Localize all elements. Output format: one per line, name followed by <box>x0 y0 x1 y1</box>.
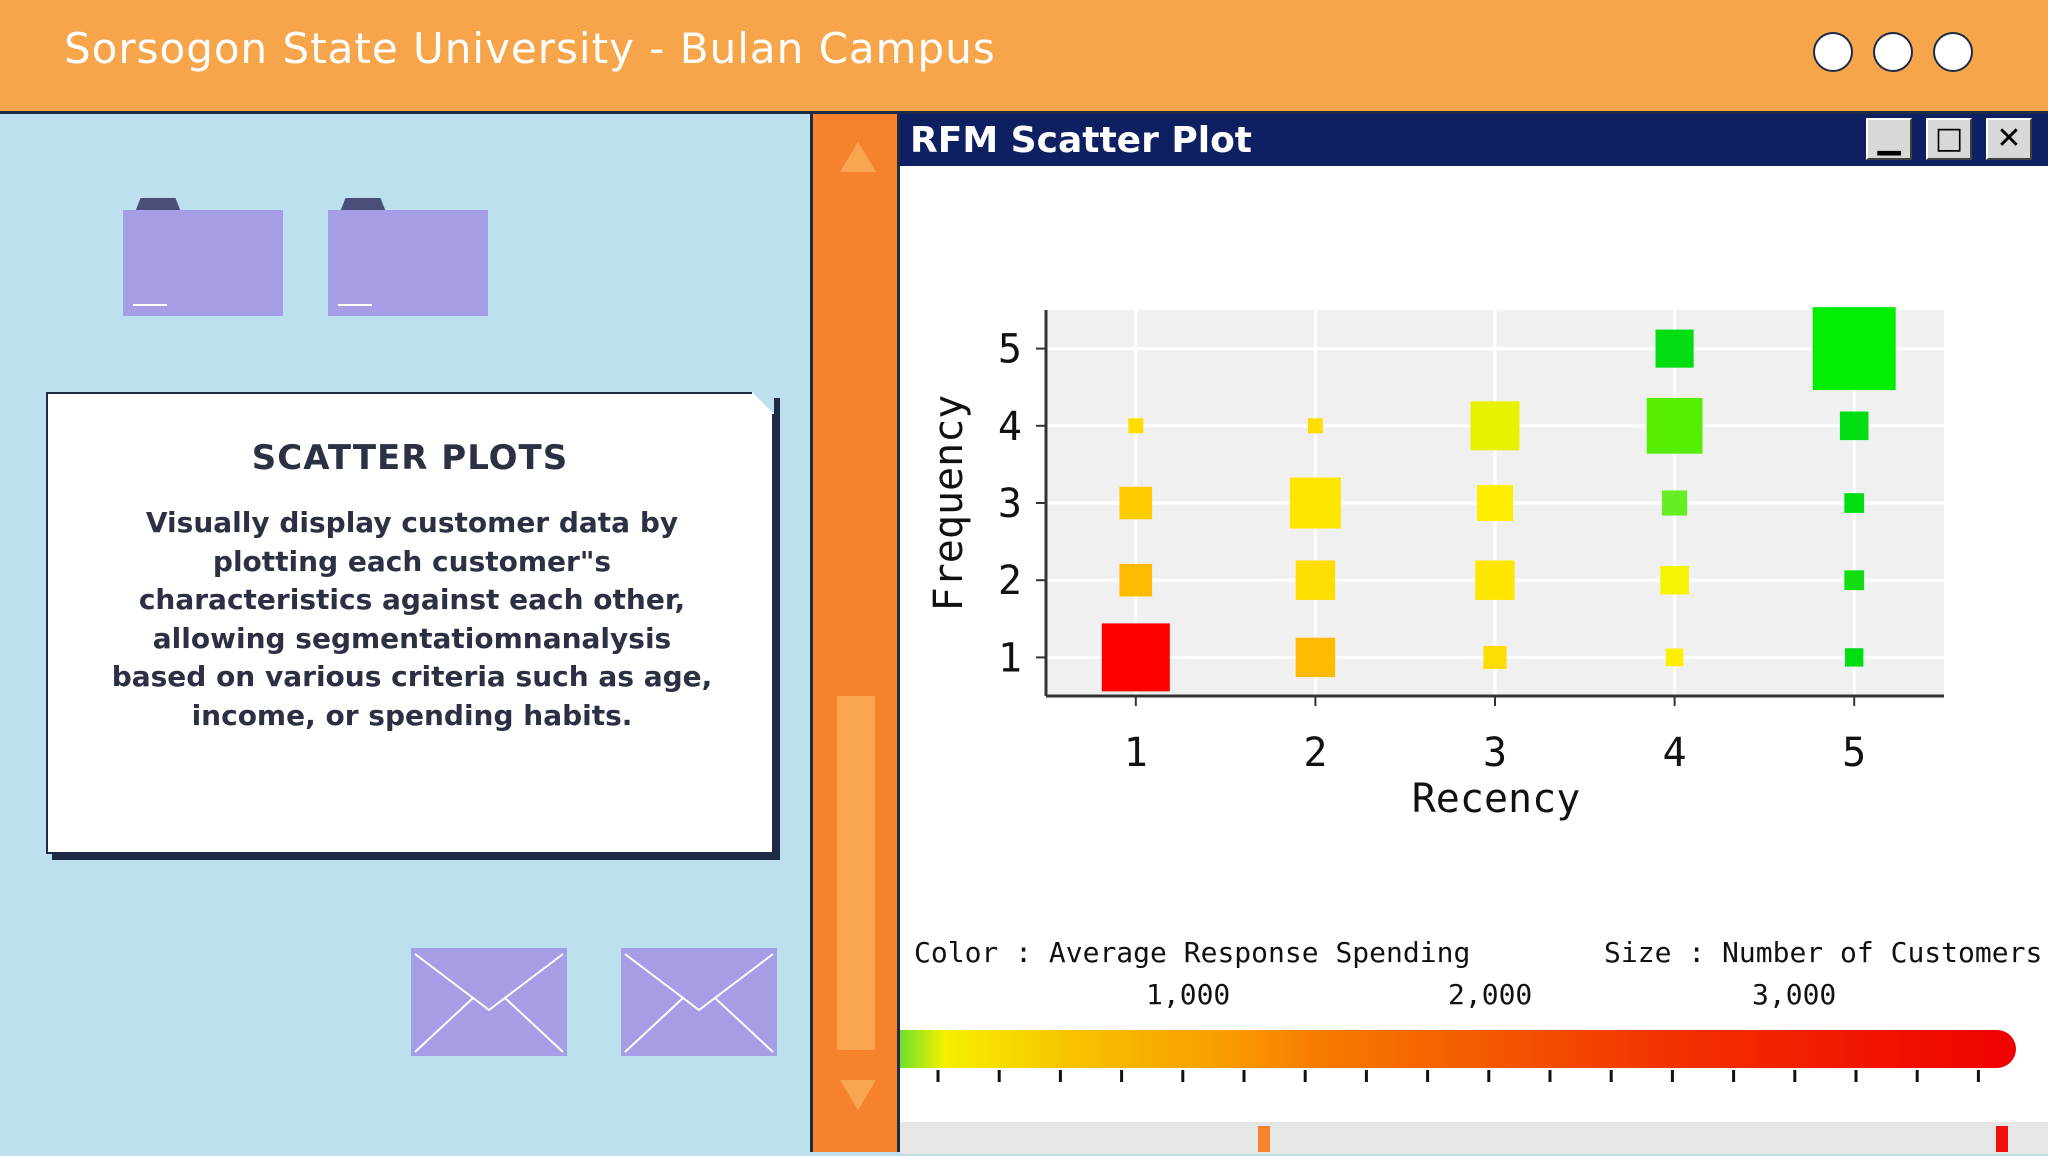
y-axis-label: Frequency <box>926 395 972 612</box>
scroll-down-arrow-icon[interactable] <box>840 1080 876 1110</box>
x-tick-label: 2 <box>1303 730 1327 776</box>
envelope-lines <box>624 953 774 1053</box>
window-title-bar[interactable]: RFM Scatter Plot ▁ □ ✕ <box>900 114 2048 166</box>
data-point <box>1128 418 1144 434</box>
header-bar: Sorsogon State University - Bulan Campus <box>0 0 2048 114</box>
card-body-text: Visually display customer data by plotti… <box>111 506 713 732</box>
data-point <box>1475 560 1515 600</box>
color-label: Color <box>914 936 999 969</box>
scroll-up-arrow-icon[interactable] <box>840 142 876 172</box>
data-points <box>1101 307 1896 692</box>
color-separator: : <box>1015 936 1033 969</box>
color-gradient-bar <box>900 1030 2016 1068</box>
app-title: Sorsogon State University - Bulan Campus <box>64 24 996 73</box>
folder-body <box>328 210 488 316</box>
data-point <box>1101 623 1170 692</box>
window-circle-button-2[interactable] <box>1873 32 1913 72</box>
scrollbar-thumb[interactable] <box>837 696 875 1050</box>
scatter-chart: 1 2 3 4 5 1 2 3 4 5 Recency Frequency <box>926 307 1944 822</box>
range-slider-handle-left[interactable] <box>1258 1126 1270 1152</box>
envelope-icon[interactable] <box>411 948 567 1056</box>
data-point <box>1662 490 1688 516</box>
minor-ticks <box>936 1070 1980 1082</box>
data-point <box>1812 307 1896 391</box>
data-point <box>1295 637 1336 678</box>
size-legend-label: Size : Number of Customers <box>1604 936 2042 969</box>
close-button[interactable]: ✕ <box>1986 118 2032 160</box>
folder-label-line <box>338 304 372 306</box>
scale-minor-ticks <box>900 1070 2048 1096</box>
card-folded-corner <box>752 392 774 414</box>
data-point <box>1844 493 1865 513</box>
data-point <box>1665 648 1684 667</box>
envelope-lines <box>414 953 564 1053</box>
data-point <box>1119 486 1153 520</box>
window-circle-button-3[interactable] <box>1933 32 1973 72</box>
x-tick-label: 5 <box>1842 730 1866 776</box>
data-point <box>1295 560 1336 600</box>
folder-label-line <box>133 304 167 306</box>
scale-tick-label: 3,000 <box>1752 978 1837 1011</box>
folder-body <box>123 210 283 316</box>
size-separator: : <box>1688 936 1706 969</box>
y-tick-label: 5 <box>998 327 1022 373</box>
data-point <box>1660 565 1689 595</box>
card-heading: SCATTER PLOTS <box>251 438 569 478</box>
envelope-icon[interactable] <box>621 948 777 1056</box>
folder-icon[interactable] <box>123 198 283 316</box>
data-point <box>1839 411 1869 441</box>
y-tick-label: 2 <box>998 558 1022 604</box>
data-point <box>1307 418 1323 434</box>
axis-ticks: 1 2 3 4 5 1 2 3 4 5 <box>998 327 1866 776</box>
range-slider-track[interactable] <box>900 1122 2048 1154</box>
data-point <box>1646 397 1703 454</box>
data-point <box>1844 570 1865 591</box>
chart-area: 1 2 3 4 5 1 2 3 4 5 Recency Frequency Color : Ave… <box>900 166 2048 1154</box>
data-point <box>1289 477 1341 529</box>
scatter-plots-card: SCATTER PLOTS Visually display customer … <box>46 392 774 854</box>
data-point <box>1476 484 1514 522</box>
vertical-scrollbar[interactable] <box>810 114 900 1152</box>
range-slider-handle-right[interactable] <box>1996 1126 2008 1152</box>
folder-icon[interactable] <box>328 198 488 316</box>
data-point <box>1655 329 1694 368</box>
window-circle-button-1[interactable] <box>1813 32 1853 72</box>
folder-tab <box>340 198 386 212</box>
window-title: RFM Scatter Plot <box>910 120 1253 161</box>
data-point <box>1845 648 1864 667</box>
size-value: Number of Customers <box>1722 936 2043 969</box>
size-label: Size <box>1604 936 1672 969</box>
scale-tick-label: 1,000 <box>1146 978 1231 1011</box>
x-tick-label: 1 <box>1124 730 1148 776</box>
y-tick-label: 3 <box>998 481 1022 527</box>
data-point <box>1483 645 1507 669</box>
x-axis-label: Recency <box>1412 776 1581 822</box>
scale-tick-label: 2,000 <box>1448 978 1533 1011</box>
minimize-button[interactable]: ▁ <box>1866 118 1912 160</box>
rfm-scatter-window: RFM Scatter Plot ▁ □ ✕ 1 2 3 4 5 1 2 3 4 5 Recenc… <box>900 114 2048 1154</box>
x-tick-label: 4 <box>1663 730 1687 776</box>
maximize-button[interactable]: □ <box>1926 118 1972 160</box>
color-legend-label: Color : Average Response Spending <box>914 936 1470 969</box>
folder-tab <box>135 198 181 212</box>
y-tick-label: 4 <box>998 404 1022 450</box>
data-point <box>1119 563 1153 597</box>
color-value: Average Response Spending <box>1048 936 1471 969</box>
y-tick-label: 1 <box>998 635 1022 681</box>
data-point <box>1470 401 1520 451</box>
x-tick-label: 3 <box>1483 730 1507 776</box>
